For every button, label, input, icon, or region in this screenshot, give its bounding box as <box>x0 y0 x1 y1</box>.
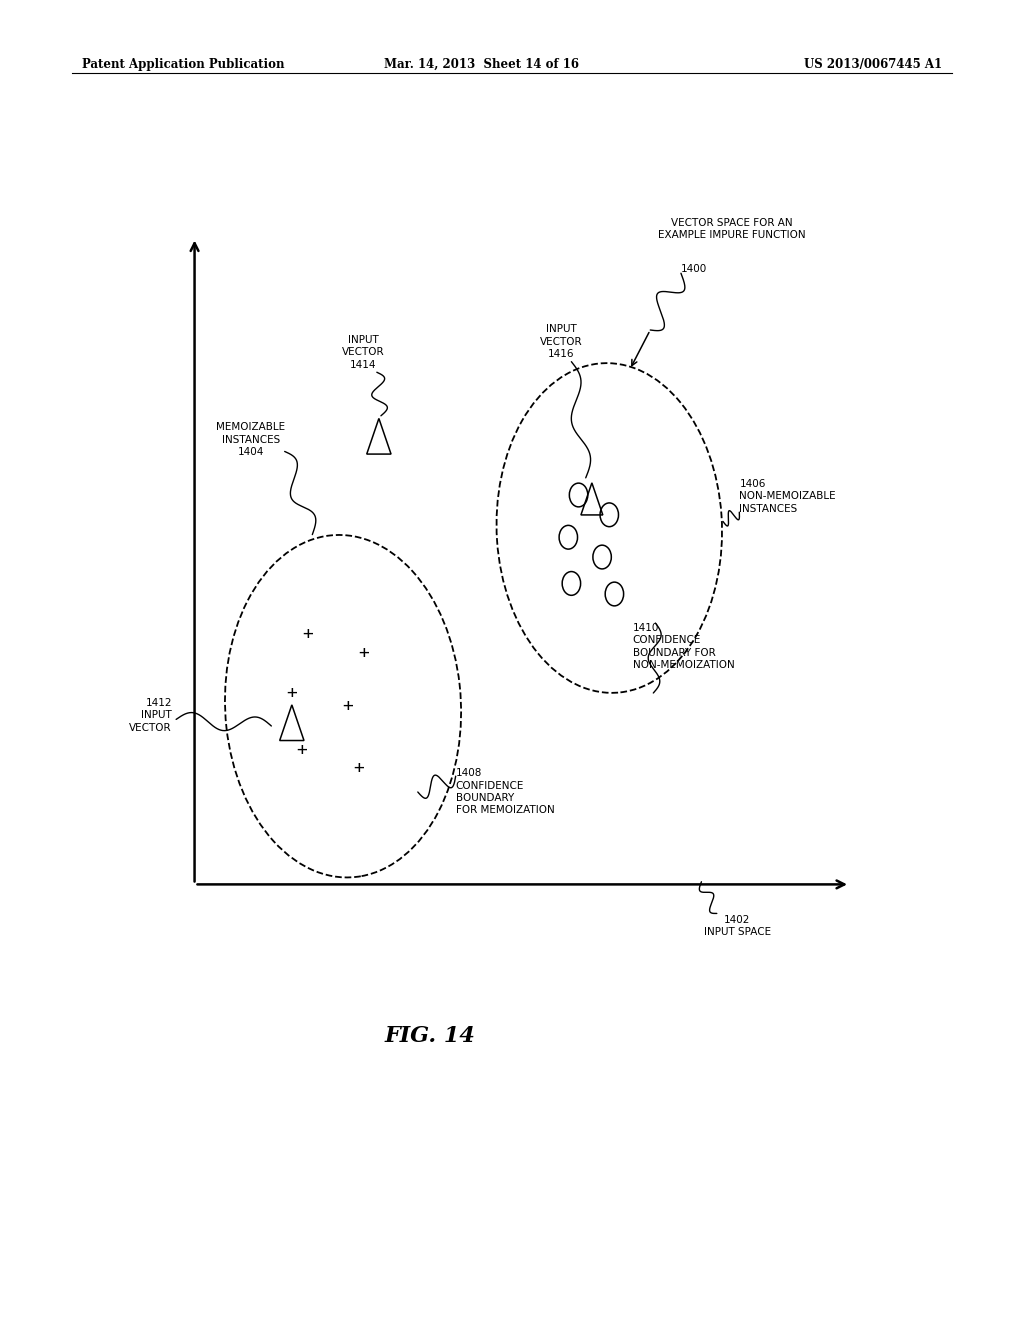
Text: US 2013/0067445 A1: US 2013/0067445 A1 <box>804 58 942 71</box>
Text: Patent Application Publication: Patent Application Publication <box>82 58 285 71</box>
Text: 1408
CONFIDENCE
BOUNDARY
FOR MEMOIZATION: 1408 CONFIDENCE BOUNDARY FOR MEMOIZATION <box>456 768 554 816</box>
Text: Mar. 14, 2013  Sheet 14 of 16: Mar. 14, 2013 Sheet 14 of 16 <box>384 58 579 71</box>
Text: MEMOIZABLE
INSTANCES
1404: MEMOIZABLE INSTANCES 1404 <box>216 422 286 457</box>
Text: FIG. 14: FIG. 14 <box>385 1026 475 1047</box>
Text: 1402
INPUT SPACE: 1402 INPUT SPACE <box>703 915 771 937</box>
Text: 1406
NON-MEMOIZABLE
INSTANCES: 1406 NON-MEMOIZABLE INSTANCES <box>739 479 836 513</box>
Text: VECTOR SPACE FOR AN
EXAMPLE IMPURE FUNCTION: VECTOR SPACE FOR AN EXAMPLE IMPURE FUNCT… <box>658 218 806 240</box>
Text: +: + <box>302 624 312 643</box>
Text: +: + <box>343 697 353 715</box>
Text: 1410
CONFIDENCE
BOUNDARY FOR
NON-MEMOIZATION: 1410 CONFIDENCE BOUNDARY FOR NON-MEMOIZA… <box>633 623 734 671</box>
Text: INPUT
VECTOR
1414: INPUT VECTOR 1414 <box>342 335 385 370</box>
Text: 1412
INPUT
VECTOR: 1412 INPUT VECTOR <box>129 698 172 733</box>
Text: +: + <box>353 759 364 777</box>
Text: +: + <box>297 741 307 759</box>
Text: INPUT
VECTOR
1416: INPUT VECTOR 1416 <box>540 325 583 359</box>
Text: 1400: 1400 <box>681 264 708 275</box>
Text: +: + <box>287 684 297 702</box>
Text: +: + <box>358 644 369 663</box>
